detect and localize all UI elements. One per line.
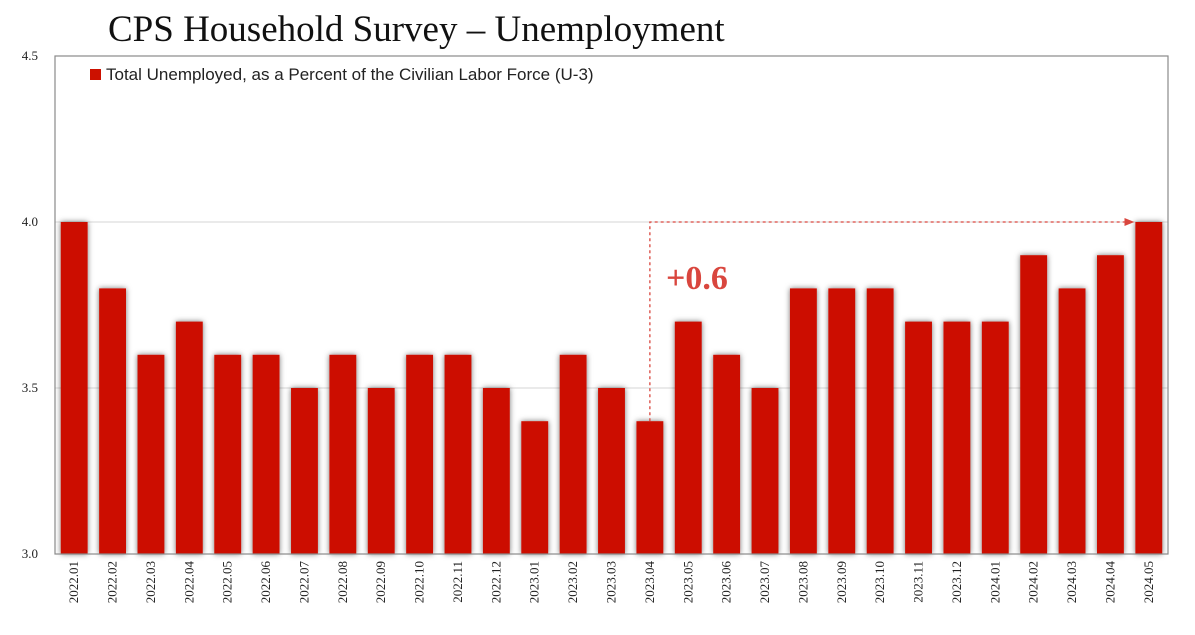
bar-2024.03 (1058, 288, 1086, 554)
bars (60, 222, 1163, 554)
bar-2023.12 (943, 321, 971, 554)
bar-2023.10 (866, 288, 894, 554)
plot-frame (54, 55, 1169, 555)
x-tick-label: 2023.04 (642, 561, 657, 604)
x-tick-label: 2023.05 (680, 561, 695, 603)
bar-2022.02 (99, 288, 127, 554)
bar-2023.04 (636, 421, 664, 554)
x-tick-label: 2022.10 (412, 561, 427, 603)
bar-2022.11 (444, 354, 472, 554)
x-tick-label: 2024.04 (1102, 561, 1117, 604)
chart-title: CPS Household Survey – Unemployment (108, 9, 725, 50)
bar-2022.05 (214, 354, 242, 554)
bar-2023.02 (559, 354, 587, 554)
x-tick-label: 2022.01 (66, 561, 81, 603)
bar-2022.10 (406, 354, 434, 554)
bar-2022.08 (329, 354, 357, 554)
x-tick-label: 2023.07 (757, 561, 772, 604)
bar-2022.01 (60, 222, 88, 554)
x-tick-label: 2023.02 (565, 561, 580, 603)
x-tick-label: 2023.10 (872, 561, 887, 603)
bar-2023.08 (789, 288, 817, 554)
axes: 3.0 3.5 4.0 4.5 2022.01 2022.02 2022.03 2022.04… (22, 48, 1169, 604)
bar-2022.07 (291, 388, 318, 554)
x-tick-label: 2023.11 (911, 561, 926, 603)
x-tick-label: 2022.12 (488, 561, 503, 603)
x-tick-label: 2022.05 (220, 561, 235, 603)
x-tick-label: 2024.02 (1026, 561, 1041, 603)
x-tick-label: 2022.06 (258, 561, 273, 604)
bar-2024.02 (1020, 255, 1048, 554)
legend-label: Total Unemployed, as a Percent of the Ci… (106, 65, 594, 84)
bar-2023.07 (751, 388, 779, 554)
bar-2023.09 (828, 288, 856, 554)
bar-2023.11 (905, 321, 932, 554)
x-tick-label: 2022.08 (335, 561, 350, 603)
x-tick-label: 2024.05 (1141, 561, 1156, 603)
x-tick-label: 2023.06 (719, 561, 734, 604)
x-tick-label: 2022.11 (450, 561, 465, 603)
annotation-label: +0.6 (666, 260, 728, 297)
legend: Total Unemployed, as a Percent of the Ci… (90, 65, 594, 84)
x-tick-label: 2023.01 (527, 561, 542, 603)
y-tick-label: 4.5 (22, 48, 38, 63)
annotation: +0.6 (649, 218, 1135, 422)
legend-swatch (90, 69, 101, 80)
bar-2022.06 (252, 354, 280, 554)
x-tick-label: 2024.01 (987, 561, 1002, 603)
x-tick-label: 2023.03 (604, 561, 619, 603)
y-tick-label: 3.5 (22, 380, 38, 395)
x-tick-label: 2024.03 (1064, 561, 1079, 603)
bar-2023.01 (521, 421, 549, 554)
x-tick-label: 2023.09 (834, 561, 849, 603)
bar-2023.03 (598, 388, 625, 554)
annotation-arrow (649, 218, 1135, 422)
x-tick-label: 2023.12 (949, 561, 964, 603)
x-tick-label: 2022.02 (105, 561, 120, 603)
bar-2024.05 (1135, 222, 1163, 554)
x-tick-label: 2022.04 (181, 561, 196, 604)
bar-2023.06 (713, 354, 741, 554)
y-tick-label: 3.0 (22, 546, 38, 561)
bar-2022.12 (482, 388, 510, 554)
bar-2022.04 (175, 321, 203, 554)
y-tick-label: 4.0 (22, 214, 38, 229)
bar-2022.09 (367, 388, 395, 554)
x-tick-label: 2022.07 (296, 561, 311, 604)
x-tick-label: 2022.03 (143, 561, 158, 603)
bar-2022.03 (137, 354, 165, 554)
bar-2024.01 (981, 321, 1009, 554)
bar-2023.05 (674, 321, 702, 554)
bar-2024.04 (1096, 255, 1124, 554)
x-tick-label: 2023.08 (795, 561, 810, 603)
x-tick-label: 2022.09 (373, 561, 388, 603)
